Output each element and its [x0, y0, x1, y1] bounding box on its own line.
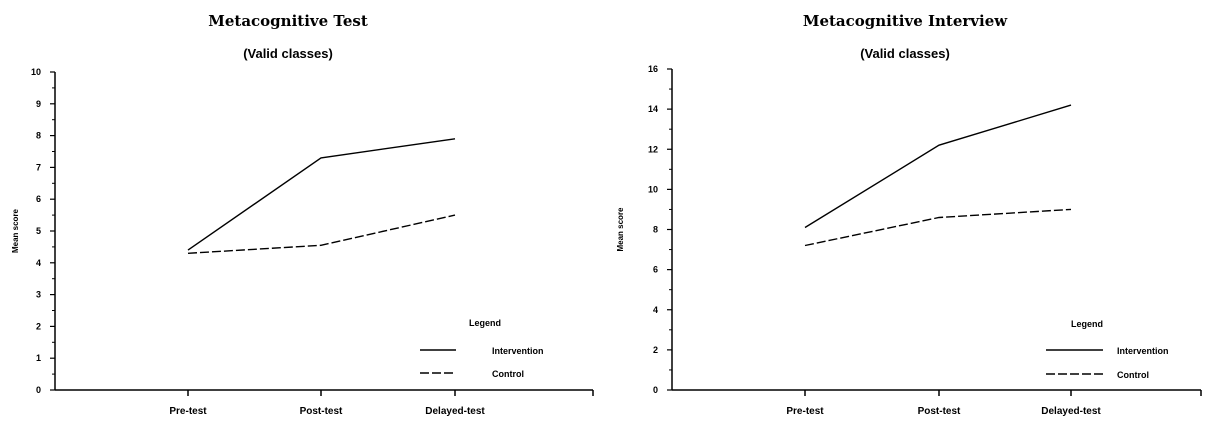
chart-0-svg: Metacognitive Test (Valid classes) Mean … [11, 12, 594, 417]
y-tick-label: 1 [36, 353, 41, 363]
legend-item-label: Intervention [1117, 346, 1169, 356]
y-axis-label: Mean score [616, 207, 625, 252]
x-tick-label: Pre-test [169, 406, 207, 417]
y-tick-label: 9 [36, 99, 41, 109]
series-lines [187, 138, 456, 254]
chart-title: Metacognitive Interview [803, 12, 1008, 30]
y-tick-label: 10 [31, 67, 41, 77]
x-tick-label: Delayed-test [1041, 406, 1101, 417]
legend-item-label: Control [1117, 370, 1149, 380]
y-tick-label: 10 [648, 184, 658, 194]
legend-item-label: Intervention [492, 346, 544, 356]
y-tick-label: 16 [648, 64, 658, 74]
legend: Legend Intervention Control [420, 318, 544, 379]
legend-item-label: Control [492, 369, 524, 379]
series-line-control [187, 214, 456, 254]
y-tick-label: 3 [36, 290, 41, 300]
y-tick-label: 6 [653, 265, 658, 275]
chart-1-svg: Metacognitive Interview (Valid classes) … [616, 12, 1202, 417]
x-tick-labels: Pre-test Post-test Delayed-test [169, 406, 485, 417]
axes [667, 68, 1202, 396]
chart-title: Metacognitive Test [208, 12, 368, 30]
chart-subtitle: (Valid classes) [860, 46, 950, 61]
y-tick-label: 5 [36, 226, 41, 236]
y-tick-label: 8 [653, 225, 658, 235]
metacognitive-test-chart: Metacognitive Test (Valid classes) Mean … [0, 0, 600, 423]
y-tick-label: 2 [653, 345, 658, 355]
y-tick-label: 0 [36, 385, 41, 395]
axes [50, 71, 594, 396]
x-tick-labels: Pre-test Post-test Delayed-test [786, 406, 1101, 417]
x-tick-label: Delayed-test [425, 406, 485, 417]
y-tick-label: 4 [36, 258, 41, 268]
legend-title: Legend [1071, 319, 1103, 329]
series-line-control [804, 208, 1072, 247]
metacognitive-interview-chart: Metacognitive Interview (Valid classes) … [605, 0, 1209, 423]
y-tick-labels: 0 1 2 3 4 5 6 7 8 9 10 [31, 67, 41, 395]
x-tick-label: Post-test [918, 406, 961, 417]
legend-title: Legend [469, 318, 501, 328]
y-tick-label: 7 [36, 162, 41, 172]
legend: Legend Intervention Control [1046, 319, 1169, 380]
y-tick-label: 6 [36, 194, 41, 204]
y-tick-label: 0 [653, 385, 658, 395]
y-tick-label: 14 [648, 104, 658, 114]
chart-subtitle: (Valid classes) [243, 46, 333, 61]
y-tick-label: 2 [36, 321, 41, 331]
y-tick-label: 8 [36, 131, 41, 141]
series-lines [804, 104, 1072, 247]
y-tick-label: 12 [648, 144, 658, 154]
y-tick-labels: 0 2 4 6 8 10 12 14 16 [648, 64, 658, 395]
y-tick-label: 4 [653, 305, 658, 315]
series-line-intervention [804, 104, 1072, 229]
x-tick-label: Pre-test [786, 406, 824, 417]
y-axis-label: Mean score [11, 208, 20, 253]
x-tick-label: Post-test [300, 406, 343, 417]
series-line-intervention [187, 138, 456, 251]
